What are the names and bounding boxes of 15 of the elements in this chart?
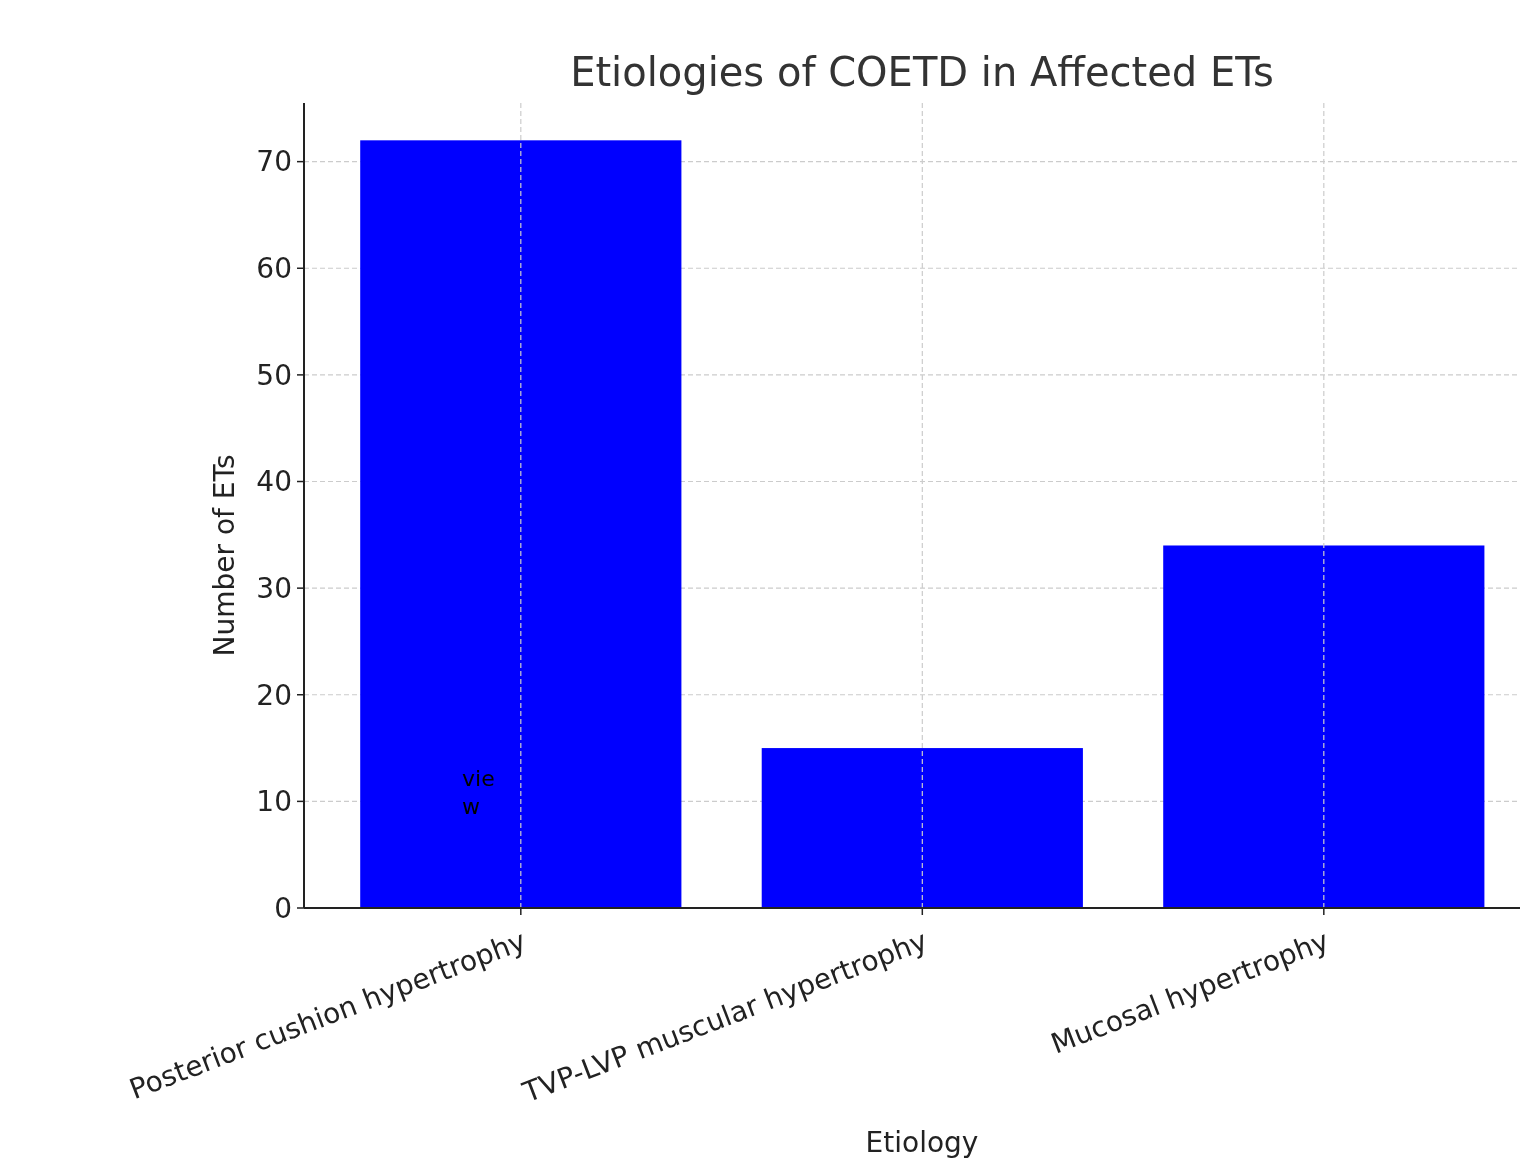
y-tick-label: 10	[256, 785, 292, 819]
y-tick-label: 0	[274, 891, 292, 925]
y-tick-label: 20	[256, 678, 292, 712]
bar	[761, 748, 1083, 908]
y-axis-title: Number of ETs	[208, 454, 241, 657]
annotation: vie w	[462, 766, 495, 819]
y-tick-label: 70	[256, 145, 292, 179]
chart-title: Etiologies of COETD in Affected ETs	[570, 49, 1274, 95]
y-tick-label: 50	[256, 358, 292, 392]
y-tick-label: 30	[256, 571, 292, 605]
y-tick-label: 60	[256, 252, 292, 286]
x-axis-title: Etiology	[865, 1126, 979, 1159]
bar	[1163, 545, 1485, 908]
bar	[360, 140, 682, 908]
y-tick-label: 40	[256, 465, 292, 499]
